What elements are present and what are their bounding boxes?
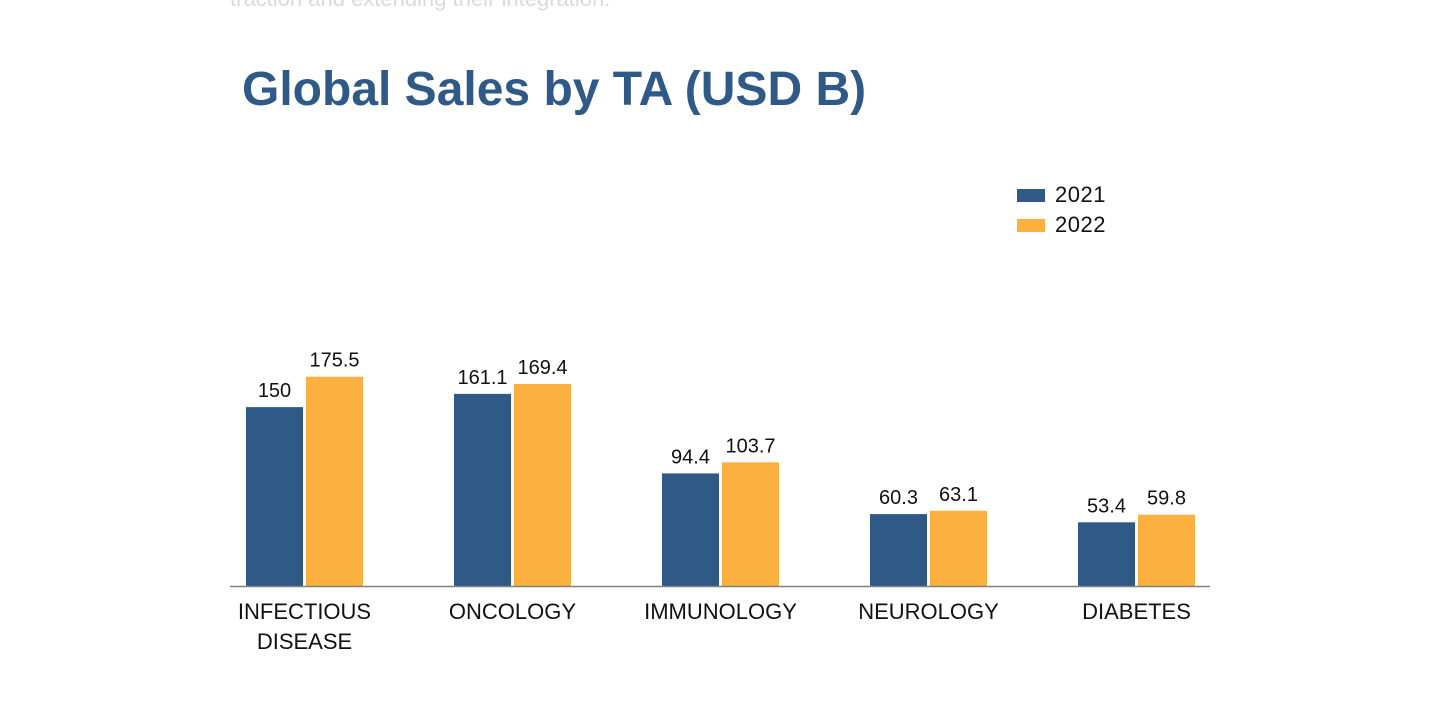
legend-swatch-2022	[1017, 218, 1045, 232]
chart-title: Global Sales by TA (USD B)	[242, 63, 867, 116]
category-label-line: DISEASE	[257, 629, 352, 654]
legend-swatch-2021	[1017, 188, 1045, 202]
bar-2022-2	[722, 462, 779, 586]
category-label-line: DIABETES	[1082, 599, 1191, 624]
value-label-2021-3: 60.3	[879, 487, 918, 509]
bar-2021-3	[870, 514, 927, 586]
category-label-line: IMMUNOLOGY	[644, 599, 797, 624]
legend-item-2022: 2022	[1017, 210, 1106, 240]
bar-2022-4	[1138, 514, 1195, 586]
value-label-2021-2: 94.4	[671, 446, 710, 468]
value-label-2022-2: 103.7	[725, 435, 775, 457]
value-label-2022-0: 175.5	[309, 350, 359, 372]
legend-item-2021: 2021	[1017, 180, 1106, 210]
bar-2021-2	[662, 473, 719, 586]
value-label-2021-1: 161.1	[457, 367, 507, 389]
value-label-2021-0: 150	[258, 380, 291, 402]
bar-2022-0	[306, 376, 363, 586]
background-text-fragment: traction and extending their integration…	[230, 0, 610, 12]
category-label-1: ONCOLOGY	[449, 599, 576, 624]
category-label-line: ONCOLOGY	[449, 599, 576, 624]
value-label-2022-4: 59.8	[1147, 488, 1186, 510]
category-label-2: IMMUNOLOGY	[644, 599, 797, 624]
category-labels-group: INFECTIOUS DISEASE ONCOLOGY IMMUNOLOGY NEURO…	[238, 599, 1191, 654]
category-label-line: NEUROLOGY	[858, 599, 999, 624]
bar-2021-4	[1078, 522, 1135, 586]
category-label-line: INFECTIOUS	[238, 599, 371, 624]
bar-2022-1	[514, 383, 571, 586]
category-label-4: DIABETES	[1082, 599, 1191, 624]
bar-2022-3	[930, 510, 987, 586]
legend-label-2022: 2022	[1055, 212, 1106, 237]
bars-group	[246, 376, 1195, 586]
legend: 2021 2022	[1017, 180, 1106, 240]
legend-label-2021: 2021	[1055, 182, 1106, 207]
category-label-0: INFECTIOUS DISEASE	[238, 599, 371, 654]
bar-2021-0	[246, 407, 303, 586]
value-label-2022-1: 169.4	[517, 357, 567, 379]
value-labels-group: 150 175.5 161.1 169.4 94.4 103.7 60.3 63.1 53.4 5…	[258, 350, 1186, 518]
value-label-2021-4: 53.4	[1087, 495, 1126, 517]
category-label-3: NEUROLOGY	[858, 599, 999, 624]
bar-2021-1	[454, 393, 511, 586]
value-label-2022-3: 63.1	[939, 484, 978, 506]
